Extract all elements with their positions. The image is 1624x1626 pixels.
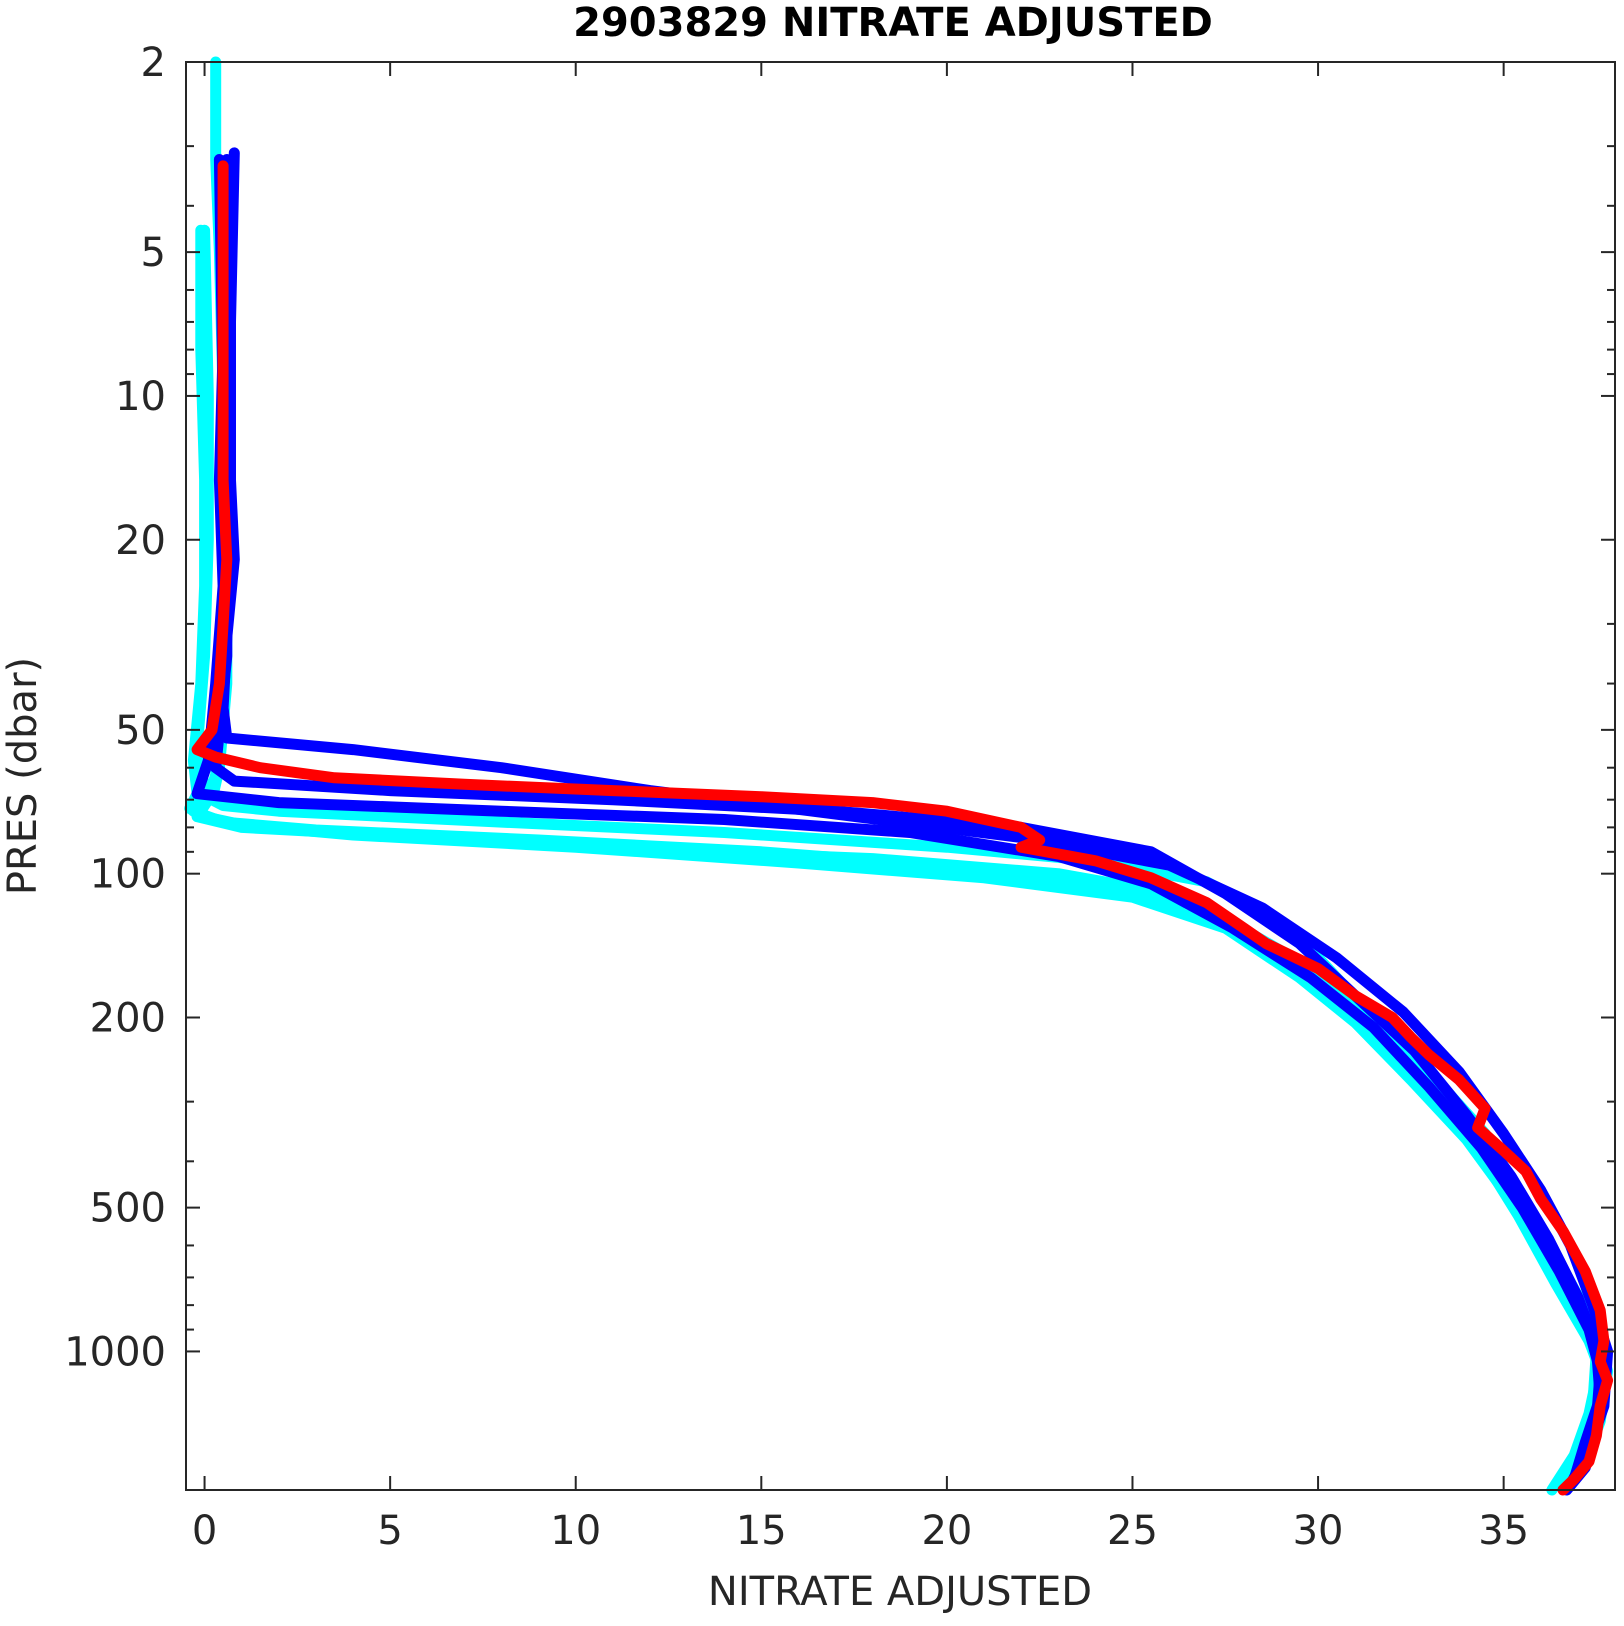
y-tick-label: 200 <box>90 996 166 1042</box>
chart-title: 2903829 NITRATE ADJUSTED <box>573 0 1213 46</box>
y-tick-label: 5 <box>141 230 166 276</box>
series-layer <box>184 56 1614 1496</box>
profile-series-6 <box>210 154 1606 1485</box>
y-tick-label: 50 <box>115 708 166 754</box>
plot-frame <box>185 61 1616 1491</box>
x-tick-label: 5 <box>377 1508 402 1554</box>
x-tick-label: 25 <box>1107 1508 1158 1554</box>
x-tick-label: 35 <box>1478 1508 1529 1554</box>
x-tick-label: 30 <box>1293 1508 1344 1554</box>
y-tick-label: 1000 <box>64 1329 166 1375</box>
x-tick-label: 15 <box>736 1508 787 1554</box>
x-axis-label: NITRATE ADJUSTED <box>708 1569 1092 1615</box>
y-tick-label: 500 <box>90 1186 166 1232</box>
x-tick-label: 0 <box>192 1508 217 1554</box>
y-tick-label: 100 <box>90 852 166 898</box>
x-tick-label: 10 <box>550 1508 601 1554</box>
y-tick-label: 10 <box>115 374 166 420</box>
profile-series-7 <box>191 160 1614 1496</box>
y-axis-label: PRES (dbar) <box>0 657 46 895</box>
y-tick-label: 20 <box>115 518 166 564</box>
x-tick-label: 20 <box>921 1508 972 1554</box>
y-tick-label: 2 <box>141 40 166 86</box>
